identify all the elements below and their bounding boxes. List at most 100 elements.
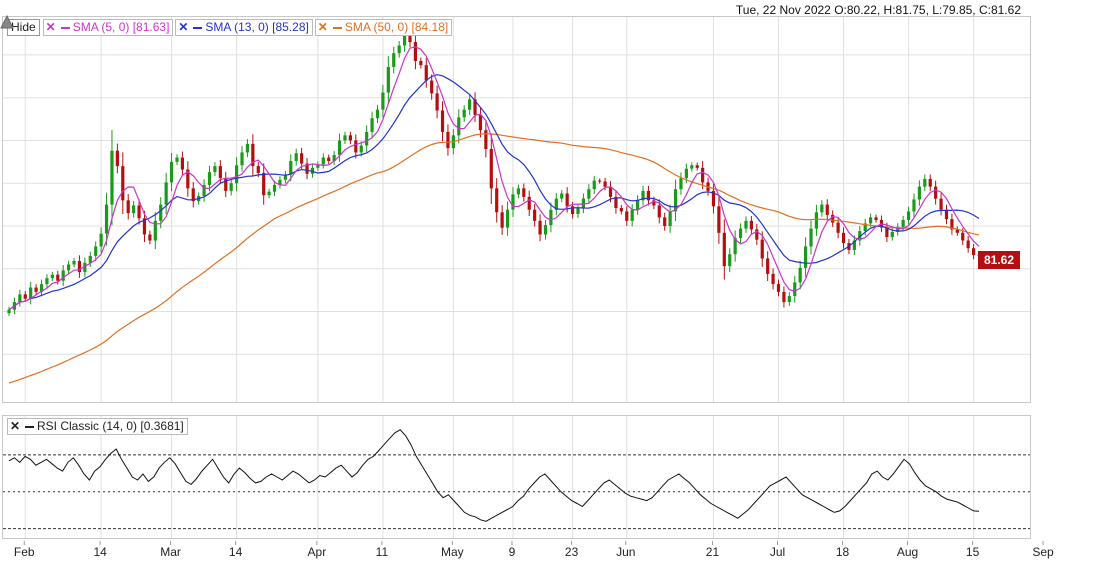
candle-body bbox=[896, 226, 900, 232]
rsi-line bbox=[8, 429, 980, 522]
candle-body bbox=[272, 184, 277, 192]
candle-body bbox=[262, 172, 266, 196]
x-tick-label: Sep bbox=[1032, 545, 1054, 559]
ohlc-readout: Tue, 22 Nov 2022 O:80.22, H:81.75, L:79.… bbox=[735, 3, 1021, 17]
candle-body bbox=[592, 180, 596, 190]
legend-rsi[interactable]: ✕ RSI Classic (14, 0) [0.3681] bbox=[7, 418, 188, 435]
candle-body bbox=[527, 196, 531, 210]
candle-body bbox=[256, 166, 260, 173]
candle-body bbox=[402, 32, 407, 46]
rsi-panel[interactable]: 75.00%50.00%25.00% ✕ RSI Classic (14, 0)… bbox=[2, 415, 1031, 539]
candle-body bbox=[798, 267, 802, 283]
sma50-swatch bbox=[332, 26, 342, 29]
candle-body bbox=[39, 284, 44, 292]
legend-sma5[interactable]: ✕ SMA (5, 0) [81.63] bbox=[42, 19, 174, 36]
candle-body bbox=[359, 145, 363, 153]
candle-body bbox=[766, 258, 770, 274]
candle-body bbox=[305, 163, 309, 174]
candle-body bbox=[939, 198, 943, 210]
remove-sma50-icon[interactable]: ✕ bbox=[317, 20, 328, 34]
candle-body bbox=[657, 205, 661, 218]
price-chart-panel[interactable]: 105.00100.0095.0090.0085.0080.0075.0070.… bbox=[2, 16, 1031, 403]
candle-body bbox=[641, 190, 645, 201]
candle-body bbox=[207, 172, 212, 185]
legend-sma13[interactable]: ✕ SMA (13, 0) [85.28] bbox=[175, 19, 313, 36]
candle-body bbox=[435, 93, 439, 111]
candle-body bbox=[61, 270, 65, 281]
candle-body bbox=[533, 209, 537, 221]
candle-body bbox=[175, 157, 179, 162]
scroll-up-icon[interactable] bbox=[0, 15, 14, 29]
candle-body bbox=[744, 220, 748, 229]
candle-body bbox=[652, 200, 656, 206]
candle-body bbox=[923, 178, 927, 187]
candle-body bbox=[462, 109, 466, 118]
candle-body bbox=[180, 157, 185, 170]
candle-body bbox=[289, 160, 293, 175]
candle-body bbox=[468, 99, 472, 110]
candle-body bbox=[50, 274, 54, 279]
candle-body bbox=[229, 183, 233, 191]
hide-button[interactable]: Hide bbox=[7, 19, 40, 36]
candle-body bbox=[934, 186, 938, 199]
candle-body bbox=[72, 261, 76, 265]
legend-sma50[interactable]: ✕ SMA (50, 0) [84.18] bbox=[314, 19, 453, 36]
candle-body bbox=[906, 211, 911, 220]
rsi-label: RSI Classic (14, 0) bbox=[37, 419, 138, 433]
candle-body bbox=[337, 140, 342, 155]
price-chart: 105.00100.0095.0090.0085.0080.0075.0070.… bbox=[3, 17, 1030, 402]
candle-body bbox=[77, 261, 82, 273]
candle-body bbox=[598, 180, 602, 182]
candle-body bbox=[966, 240, 970, 249]
candle-body bbox=[457, 117, 461, 136]
candle-body bbox=[327, 157, 331, 161]
rsi-legend: ✕ RSI Classic (14, 0) [0.3681] bbox=[7, 418, 190, 435]
candle-body bbox=[294, 153, 298, 161]
candle-body bbox=[240, 152, 244, 166]
candle-body bbox=[142, 218, 147, 235]
candle-body bbox=[587, 189, 591, 199]
candle-body bbox=[885, 227, 889, 238]
remove-rsi-icon[interactable]: ✕ bbox=[9, 419, 21, 433]
candle-body bbox=[836, 222, 840, 233]
rsi-chart: 75.00%50.00%25.00% bbox=[3, 416, 1030, 538]
candle-body bbox=[500, 212, 504, 228]
sma50-line bbox=[8, 133, 980, 384]
candle-body bbox=[961, 232, 965, 241]
candle-body bbox=[782, 291, 786, 303]
candle-body bbox=[218, 166, 222, 179]
candle-body bbox=[793, 282, 797, 297]
candle-body bbox=[516, 188, 520, 195]
sma13-line bbox=[8, 74, 980, 311]
candle-body bbox=[121, 166, 125, 201]
candle-body bbox=[213, 166, 217, 173]
candle-body bbox=[841, 232, 846, 244]
candle-body bbox=[722, 232, 726, 267]
candle-body bbox=[695, 165, 699, 168]
candle-body bbox=[83, 262, 87, 273]
candle-body bbox=[278, 179, 282, 185]
candle-body bbox=[153, 220, 157, 241]
sma50-value: [84.18] bbox=[411, 20, 449, 34]
x-tick-label: Jul bbox=[770, 545, 785, 559]
candle-body bbox=[397, 45, 401, 54]
remove-sma5-icon[interactable]: ✕ bbox=[45, 20, 56, 34]
candle-body bbox=[424, 65, 428, 81]
x-tick-label: Apr bbox=[308, 545, 327, 559]
candle-body bbox=[478, 114, 483, 131]
x-tick-label: 14 bbox=[93, 545, 107, 559]
candle-body bbox=[603, 181, 607, 187]
remove-sma13-icon[interactable]: ✕ bbox=[178, 20, 189, 34]
candle-body bbox=[392, 53, 396, 67]
candle-body bbox=[679, 178, 683, 190]
candle-body bbox=[917, 186, 921, 200]
candle-body bbox=[912, 199, 916, 212]
candle-body bbox=[749, 220, 754, 230]
candle-body bbox=[565, 193, 569, 207]
x-tick-label: 21 bbox=[706, 545, 720, 559]
candle-body bbox=[928, 178, 932, 187]
x-tick-label: Jun bbox=[616, 545, 635, 559]
candle-body bbox=[814, 212, 819, 229]
last-price-badge: 81.62 bbox=[978, 251, 1020, 269]
candle-body bbox=[820, 204, 824, 213]
